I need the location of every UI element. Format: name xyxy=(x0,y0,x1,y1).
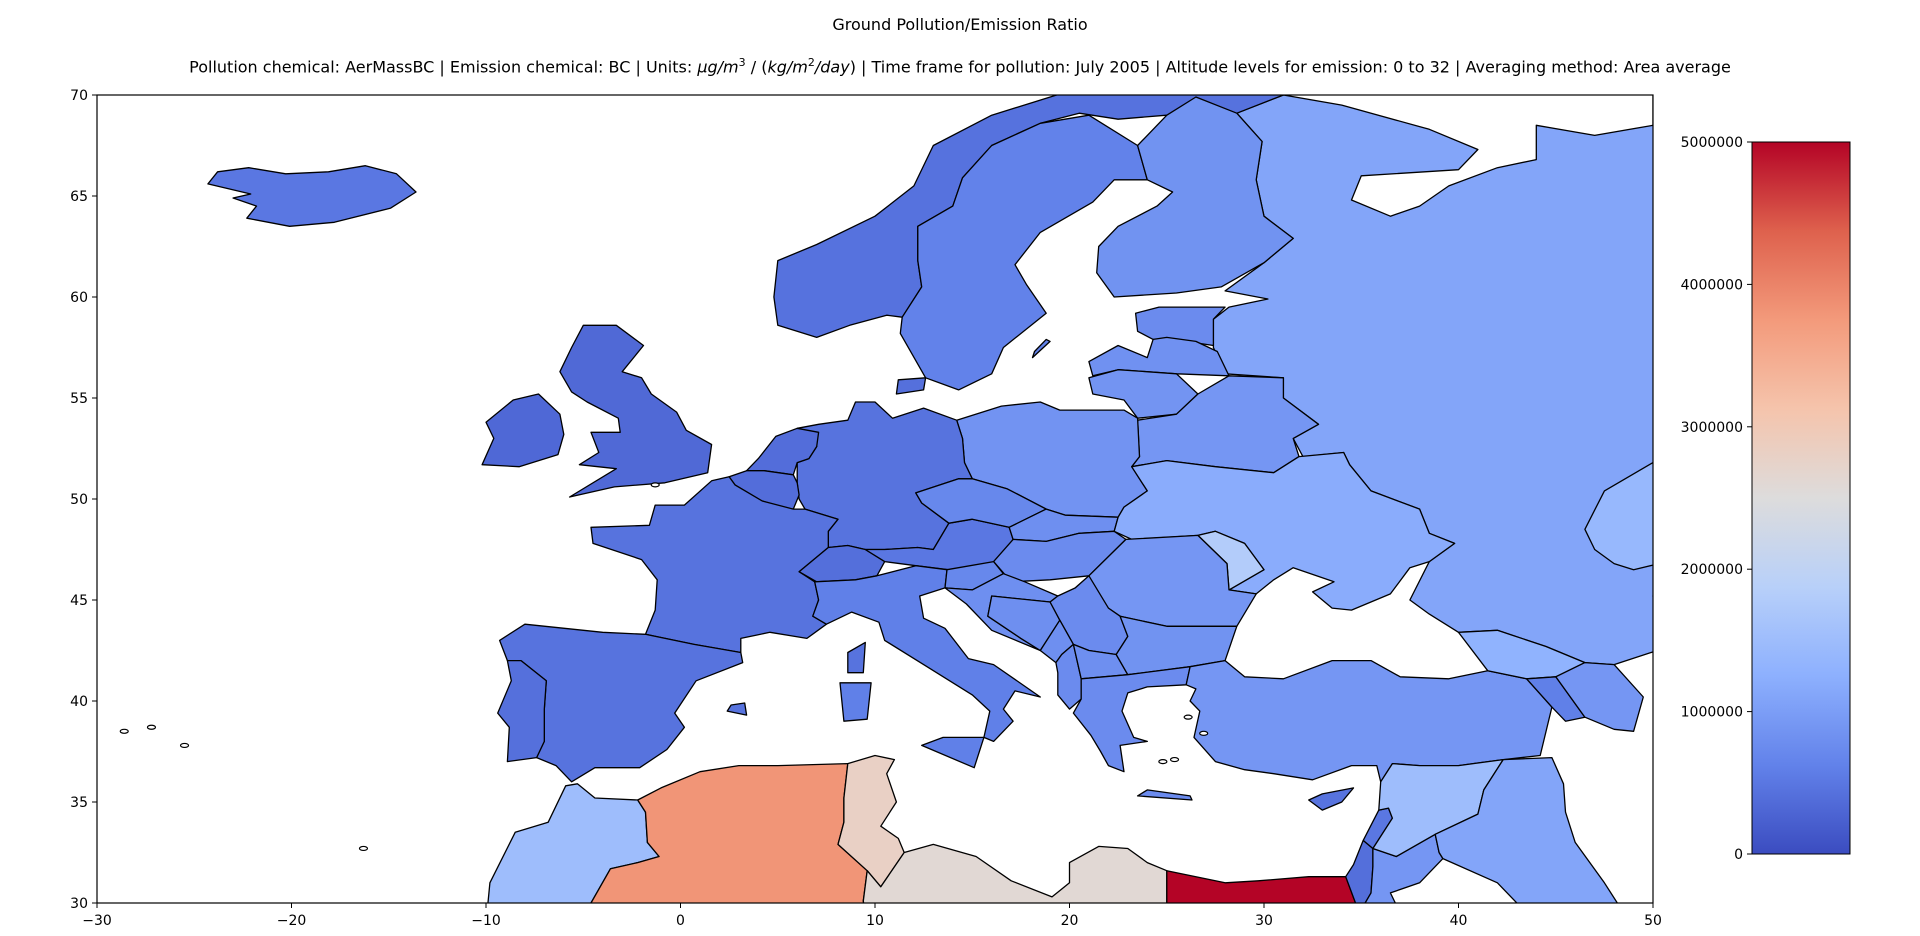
country-united-kingdom xyxy=(559,324,713,498)
country-cyprus xyxy=(1308,787,1355,811)
x-tick-label: −10 xyxy=(471,913,501,929)
y-axis: 30 35 40 45 50 55 60 65 70 xyxy=(70,88,97,912)
y-tick-label: 55 xyxy=(70,391,88,407)
country-ireland xyxy=(481,393,565,468)
unit-denominator-end: /day xyxy=(814,57,850,77)
small-island xyxy=(650,482,660,488)
x-tick-label: 40 xyxy=(1450,913,1468,929)
colorbar-tick-label: 0 xyxy=(1734,847,1743,863)
y-tick-label: 45 xyxy=(70,593,88,609)
small-island xyxy=(406,927,414,931)
country-azerbaijan xyxy=(1555,661,1644,732)
country-layer xyxy=(207,95,1653,903)
y-tick-label: 40 xyxy=(70,694,88,710)
country-libya xyxy=(862,843,1168,903)
country-armenia xyxy=(1525,676,1586,722)
colorbar-tick-label: 1000000 xyxy=(1681,705,1743,721)
y-tick-label: 65 xyxy=(70,189,88,205)
island-gotland xyxy=(1031,338,1051,359)
x-tick-label: 0 xyxy=(676,913,685,929)
colorbar-axis: 0 1000000 2000000 3000000 4000000 5000000 xyxy=(1681,135,1752,863)
unit-denominator-exponent: 2 xyxy=(807,56,815,69)
small-island xyxy=(358,845,369,852)
island-sicily xyxy=(921,736,985,769)
country-russia xyxy=(1212,95,1653,666)
island-mallorca xyxy=(726,702,748,716)
small-island xyxy=(1199,730,1209,736)
country-estonia xyxy=(1134,306,1226,347)
y-tick-label: 60 xyxy=(70,290,88,306)
y-tick-label: 30 xyxy=(70,896,88,912)
small-island xyxy=(1183,714,1193,720)
country-greece xyxy=(1072,666,1191,773)
small-island xyxy=(146,724,157,730)
colorbar-tick-label: 2000000 xyxy=(1681,562,1743,578)
country-hungary xyxy=(992,530,1127,583)
island-corsica xyxy=(847,641,866,674)
x-tick-label: 10 xyxy=(866,913,884,929)
y-tick-label: 70 xyxy=(70,88,88,104)
island-sjaelland xyxy=(895,377,927,395)
small-island xyxy=(119,728,129,734)
colorbar-tick-label: 4000000 xyxy=(1681,277,1743,293)
x-axis: −30 −20 −10 0 10 20 30 40 50 xyxy=(82,903,1662,929)
x-tick-label: −30 xyxy=(82,913,112,929)
country-kazakhstan xyxy=(1584,461,1653,599)
colorbar-tick-label: 5000000 xyxy=(1681,135,1743,151)
chart-title: Ground Pollution/Emission Ratio xyxy=(832,15,1088,34)
chart-subtitle: Pollution chemical: AerMassBC | Emission… xyxy=(0,56,1920,76)
y-tick-label: 35 xyxy=(70,795,88,811)
country-portugal xyxy=(497,659,547,763)
subtitle-prefix: Pollution chemical: AerMassBC | Emission… xyxy=(189,57,698,77)
subtitle-suffix: | Time frame for pollution: July 2005 | … xyxy=(855,57,1731,77)
x-tick-label: −20 xyxy=(277,913,307,929)
colorbar xyxy=(1751,141,1851,855)
country-france xyxy=(590,476,839,654)
colorbar-tick-label: 3000000 xyxy=(1681,420,1743,436)
unit-close: ) xyxy=(849,57,856,77)
unit-numerator-exponent: 3 xyxy=(738,56,746,69)
x-tick-label: 30 xyxy=(1255,913,1273,929)
unit-denominator: kg/m xyxy=(767,57,808,77)
small-island xyxy=(1158,758,1168,765)
island-layer xyxy=(119,338,1209,931)
island-sardinia xyxy=(839,682,872,722)
unit-numerator: μg/m xyxy=(697,57,739,77)
small-island xyxy=(1169,756,1180,763)
y-tick-label: 50 xyxy=(70,492,88,508)
country-italy xyxy=(812,565,1041,743)
country-finland xyxy=(1096,96,1294,298)
country-morocco xyxy=(487,783,660,903)
x-tick-label: 20 xyxy=(1061,913,1079,929)
country-iceland xyxy=(207,165,417,227)
island-crete xyxy=(1136,789,1193,801)
unit-separator: / ( xyxy=(745,57,768,77)
small-island xyxy=(179,742,190,749)
country-tunisia xyxy=(837,754,905,888)
x-tick-label: 50 xyxy=(1644,913,1662,929)
country-iraq xyxy=(1434,756,1619,903)
